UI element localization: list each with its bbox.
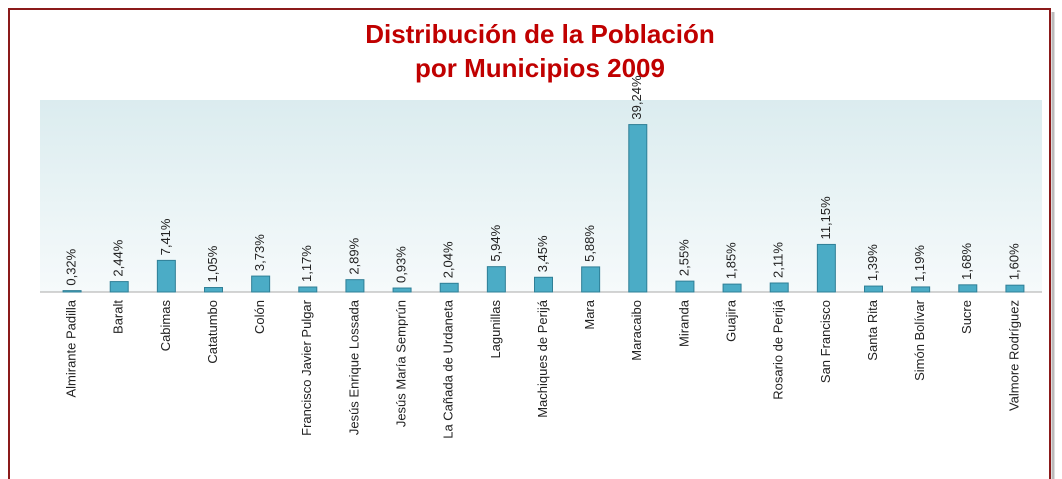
- x-tick-label: Rosario de Perijá: [771, 299, 786, 399]
- bar: [816, 243, 836, 293]
- data-label: 2,55%: [676, 239, 691, 276]
- data-label: 2,44%: [111, 239, 126, 276]
- x-tick-label: Miranda: [676, 299, 691, 347]
- bar: [864, 285, 883, 293]
- bar: [439, 282, 459, 293]
- data-label: 3,45%: [535, 235, 550, 272]
- data-label: 3,73%: [252, 234, 267, 271]
- bar: [392, 287, 412, 293]
- x-tick-label: Francisco Javier Pulgar: [299, 299, 314, 435]
- x-tick-label: Sucre: [959, 300, 974, 334]
- bar: [1005, 284, 1025, 293]
- x-tick-label: Santa Rita: [865, 299, 880, 360]
- chart-subtitle: por Municipios 2009: [415, 53, 665, 83]
- plot-area: [40, 100, 1042, 292]
- x-tick-label: Jesús María Semprún: [394, 300, 409, 427]
- bar: [628, 124, 648, 293]
- bar: [581, 266, 601, 293]
- data-label: 5,94%: [488, 224, 503, 261]
- x-tick-label: Catatumbo: [205, 300, 220, 364]
- data-label: 7,41%: [158, 218, 173, 255]
- data-label: 1,60%: [1006, 243, 1021, 280]
- data-label: 39,24%: [629, 75, 644, 120]
- bar: [769, 282, 789, 293]
- data-label: 0,32%: [64, 248, 79, 285]
- x-tick-label: Mara: [582, 299, 597, 329]
- data-label: 11,15%: [818, 196, 833, 240]
- x-tick-label: Maracaibo: [629, 300, 644, 361]
- bar: [345, 279, 365, 293]
- bar: [251, 275, 271, 293]
- x-tick-label: Colón: [252, 300, 267, 334]
- x-tick-label: Baralt: [111, 300, 126, 334]
- frame: [8, 8, 1051, 479]
- bar: [156, 259, 176, 293]
- x-tick-label: Almirante Padilla: [64, 299, 79, 397]
- data-label: 1,85%: [724, 242, 739, 279]
- x-tick-label: La Cañada de Urdaneta: [441, 299, 456, 439]
- x-tick-label: Guajira: [724, 299, 739, 342]
- data-label: 0,93%: [394, 246, 409, 283]
- x-tick-label: Simón Bolívar: [912, 299, 927, 381]
- x-tick-label: Lagunillas: [488, 300, 503, 359]
- bar: [204, 287, 223, 293]
- chart-title: Distribución de la Población: [365, 19, 715, 49]
- data-label: 1,68%: [959, 243, 974, 280]
- bar: [911, 286, 931, 293]
- bar: [958, 284, 978, 293]
- data-label: 1,17%: [299, 245, 314, 282]
- x-tick-label: San Francisco: [818, 300, 833, 383]
- data-label: 1,05%: [205, 245, 220, 282]
- data-label: 2,89%: [346, 237, 361, 274]
- bar: [109, 281, 129, 293]
- data-label: 2,04%: [441, 241, 456, 278]
- bar: [534, 276, 553, 293]
- bar: [722, 283, 742, 293]
- data-label: 5,88%: [582, 225, 597, 262]
- x-tick-label: Machiques de Perijá: [535, 299, 550, 418]
- data-label: 1,19%: [912, 245, 927, 282]
- bar: [62, 290, 82, 293]
- x-tick-label: Valmore Rodríguez: [1006, 300, 1021, 411]
- x-tick-label: Jesús Enrique Lossada: [346, 299, 361, 435]
- data-label: 2,11%: [771, 242, 786, 278]
- bar: [486, 266, 506, 293]
- bar: [675, 280, 695, 293]
- bar: [298, 286, 318, 293]
- x-tick-label: Cabimas: [158, 300, 173, 352]
- data-label: 1,39%: [865, 244, 880, 281]
